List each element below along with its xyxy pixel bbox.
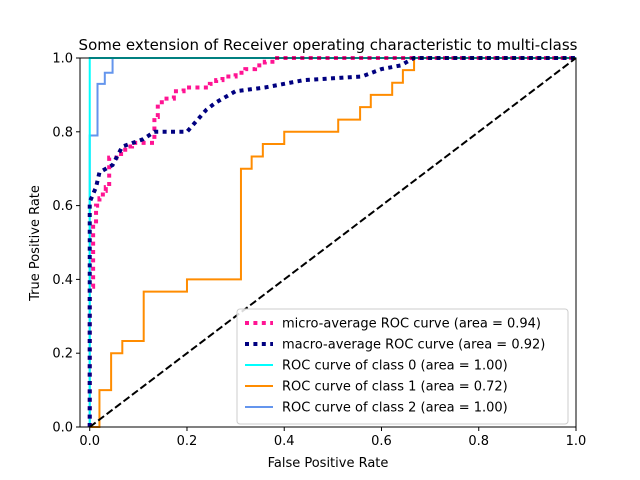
legend: micro-average ROC curve (area = 0.94) mac… xyxy=(236,308,569,425)
y-tick-label: 0.6 xyxy=(52,199,73,214)
y-tick-label: 1.0 xyxy=(52,52,73,67)
x-axis-title: False Positive Rate xyxy=(268,456,389,471)
legend-label: micro-average ROC curve (area = 0.94) xyxy=(282,317,541,332)
chart-title: Some extension of Receiver operating cha… xyxy=(79,36,578,54)
legend-label: macro-average ROC curve (area = 0.92) xyxy=(282,338,545,353)
series-line-3 xyxy=(89,57,576,428)
series-line-5 xyxy=(89,57,577,428)
x-tick-label: 0.4 xyxy=(274,434,295,449)
axes: 0.0 0.2 0.4 0.6 0.8 1.0 0.0 0.2 0.4 0.6 0.8 1.0 xyxy=(52,52,586,450)
y-tick-label: 0.8 xyxy=(52,125,73,140)
y-tick-label: 0.2 xyxy=(52,347,73,362)
legend-label: ROC curve of class 1 (area = 0.72) xyxy=(282,380,508,395)
legend-label: ROC curve of class 2 (area = 1.00) xyxy=(282,401,508,416)
legend-box xyxy=(236,308,569,425)
x-tick-label: 0.6 xyxy=(371,434,392,449)
y-tick-label: 0.4 xyxy=(52,273,73,288)
y-axis-title: True Positive Rate xyxy=(28,185,43,302)
x-tick-label: 0.2 xyxy=(177,434,198,449)
legend-label: ROC curve of class 0 (area = 1.00) xyxy=(282,359,508,374)
x-tick-label: 0.0 xyxy=(79,434,100,449)
y-tick-label: 0.0 xyxy=(52,421,73,436)
series-line-4 xyxy=(88,57,576,427)
x-tick-label: 1.0 xyxy=(566,434,587,449)
axes-frame xyxy=(79,57,577,428)
x-tick-label: 0.8 xyxy=(468,434,489,449)
